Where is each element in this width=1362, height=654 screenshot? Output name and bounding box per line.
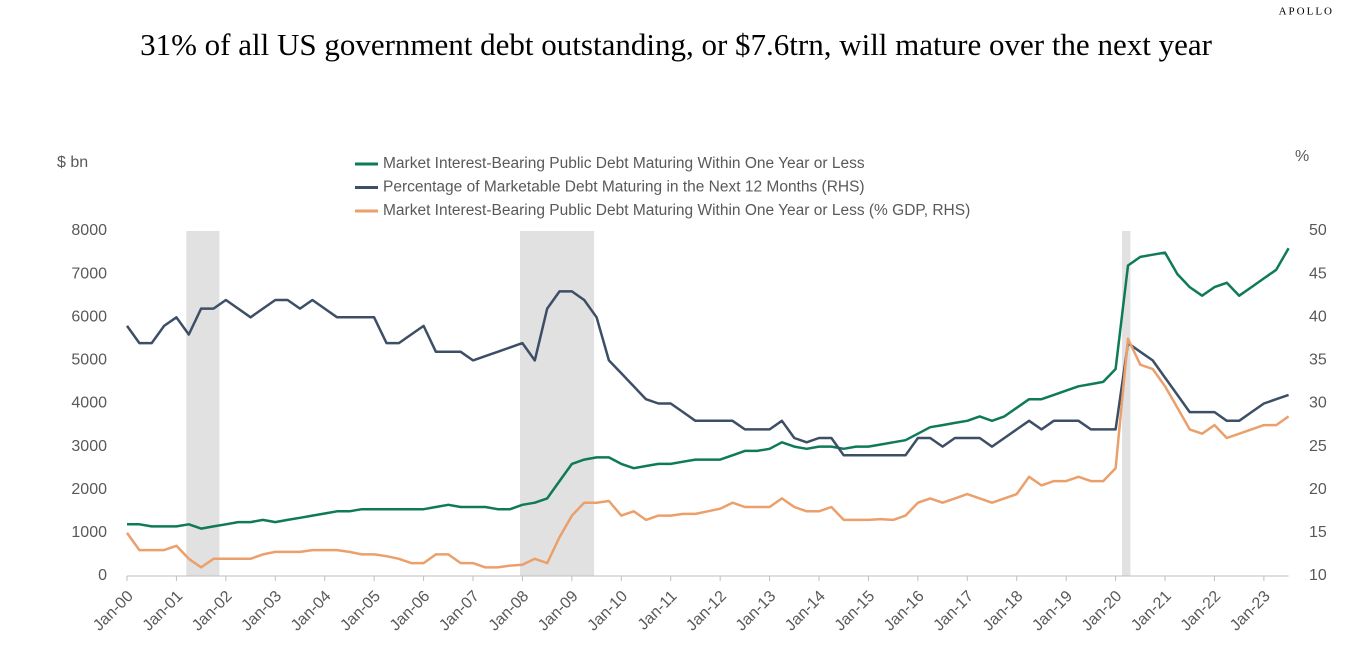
y2-axis-label: % (1295, 148, 1309, 165)
y-tick-label: 0 (98, 567, 107, 584)
y-tick-label: 6000 (71, 308, 107, 325)
x-tick-label: Jan-20 (1079, 588, 1126, 635)
y2-tick-label: 10 (1309, 567, 1327, 584)
recession-band (186, 231, 220, 576)
y2-tick-label: 25 (1309, 438, 1327, 455)
x-tick-label: Jan-12 (683, 588, 730, 635)
y2-tick-label: 30 (1309, 395, 1327, 412)
x-tick-label: Jan-00 (90, 588, 137, 635)
y-axis-label: $ bn (57, 154, 88, 171)
y-tick-label: 7000 (71, 265, 107, 282)
recession-band (1122, 231, 1131, 576)
background-layer (186, 231, 1131, 576)
x-tick-label: Jan-05 (337, 588, 384, 635)
legend-label: Market Interest-Bearing Public Debt Matu… (383, 202, 970, 219)
x-tick-label: Jan-23 (1227, 588, 1274, 635)
x-tick-label: Jan-17 (931, 588, 978, 635)
y-tick-label: 2000 (71, 481, 107, 498)
series-line (125, 337, 1290, 569)
x-tick-label: Jan-08 (486, 588, 533, 635)
y-tick-label: 1000 (71, 524, 107, 541)
legend-label: Market Interest-Bearing Public Debt Matu… (383, 155, 865, 172)
y2-tick-label: 35 (1309, 352, 1327, 369)
x-tick-label: Jan-22 (1178, 588, 1225, 635)
x-tick-label: Jan-07 (436, 588, 483, 635)
recession-band (519, 231, 595, 576)
x-tick-label: Jan-02 (189, 588, 236, 635)
chart-title: 31% of all US government debt outstandin… (140, 27, 1213, 62)
x-tick-label: Jan-15 (832, 588, 879, 635)
x-tick-label: Jan-16 (881, 588, 928, 635)
y-tick-label: 5000 (71, 352, 107, 369)
y2-tick-label: 15 (1309, 524, 1327, 541)
x-tick-label: Jan-13 (733, 588, 780, 635)
series-line (125, 290, 1290, 457)
y2-tick-label: 45 (1309, 265, 1327, 282)
y2-tick-label: 20 (1309, 481, 1327, 498)
y-tick-label: 8000 (71, 222, 107, 239)
x-tick-label: Jan-01 (140, 588, 187, 635)
x-tick-label: Jan-11 (635, 588, 681, 634)
y-tick-label: 4000 (71, 395, 107, 412)
y-tick-label: 3000 (71, 438, 107, 455)
x-tick-label: Jan-03 (238, 588, 285, 635)
legend-label: Percentage of Marketable Debt Maturing i… (383, 179, 865, 196)
x-tick-label: Jan-21 (1128, 588, 1175, 635)
brand: APOLLO (1279, 6, 1334, 18)
series-line (127, 247, 1290, 530)
x-tick-label: Jan-18 (980, 588, 1027, 635)
y2-tick-label: 40 (1309, 308, 1327, 325)
x-tick-label: Jan-04 (288, 588, 335, 635)
x-tick-label: Jan-14 (782, 588, 829, 635)
x-tick-label: Jan-09 (535, 588, 582, 635)
x-tick-label: Jan-19 (1029, 588, 1076, 635)
x-tick-label: Jan-06 (387, 588, 434, 635)
x-tick-label: Jan-10 (584, 588, 631, 635)
y2-tick-label: 50 (1309, 222, 1327, 239)
